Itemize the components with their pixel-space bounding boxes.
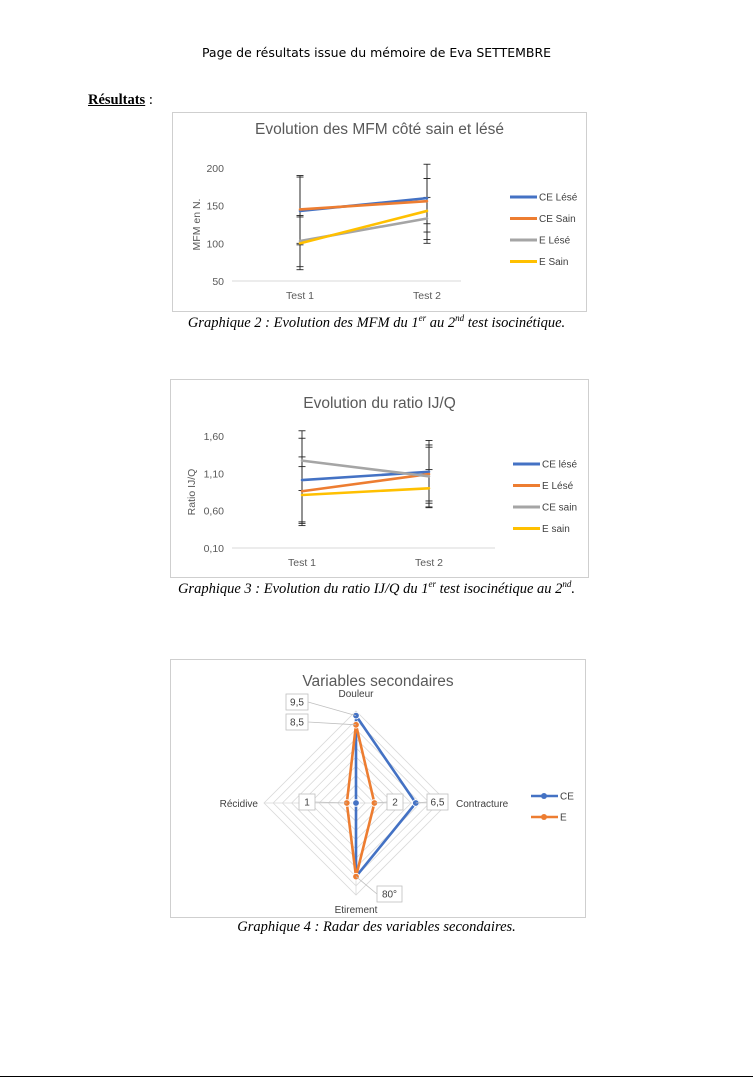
caption-3-text-b: test isocinétique au 2 — [435, 580, 563, 597]
series-line — [298, 199, 429, 211]
caption-2-text-b: au 2 — [426, 314, 456, 331]
data-label-leader — [307, 701, 357, 716]
data-label-leader — [314, 801, 347, 804]
data-label-box — [386, 793, 404, 811]
y-axis-label: Ratio IJ/Q — [186, 469, 198, 516]
data-label: 6,5 — [431, 798, 445, 809]
legend-label: CE — [560, 792, 574, 803]
series-line — [300, 459, 431, 478]
data-label-leader — [307, 721, 357, 726]
radar-axis-label: Douleur — [338, 689, 374, 700]
data-label-leader — [355, 876, 378, 895]
data-label-leader — [374, 801, 388, 804]
legend-marker — [541, 814, 547, 820]
legend-label: E Lésé — [542, 481, 574, 492]
data-label-box — [285, 713, 309, 731]
data-label-box — [298, 793, 316, 811]
y-tick-label: 0,60 — [204, 506, 225, 518]
caption-3-text-c: . — [571, 580, 576, 597]
caption-3-sup-2: nd — [562, 579, 572, 589]
y-tick-label: 200 — [206, 163, 224, 175]
data-label: 2 — [392, 798, 398, 809]
caption-2-text-a: Graphique 2 : Evolution des MFM du 1 — [187, 314, 419, 331]
legend-label: E sain — [542, 524, 570, 535]
chart-title: Variables secondaires — [302, 673, 454, 690]
chart-title: Evolution du ratio IJ/Q — [303, 395, 456, 412]
section-heading: Résultats : — [88, 92, 153, 109]
data-label: 9,5 — [290, 698, 304, 709]
legend-marker — [541, 793, 547, 799]
y-tick-label: 100 — [206, 238, 224, 250]
series-line — [298, 209, 429, 245]
y-tick-label: 1,60 — [204, 431, 225, 443]
radar-axis-label: Etirement — [335, 905, 378, 916]
chart-mfm-svg: Evolution des MFM côté sain et lésé 50 100… — [191, 121, 578, 302]
chart-title: Evolution des MFM côté sain et lésé — [255, 121, 504, 138]
section-label: Résultats — [88, 92, 146, 108]
data-label: 1 — [304, 798, 310, 809]
data-label: 8,5 — [290, 718, 304, 729]
caption-graphique-3: Graphique 3 : Evolution du ratio IJ/Q du… — [0, 579, 753, 598]
legend-label: CE lésé — [542, 460, 577, 471]
page-header: Page de résultats issue du mémoire de Ev… — [201, 45, 552, 60]
caption-4-text: Graphique 4 : Radar des variables second… — [237, 919, 516, 935]
chart-radar: Variables secondaires Douleur Contracture E… — [170, 659, 586, 918]
chart-ratio-svg: Evolution du ratio IJ/Q 0,10 0,60 1,10 1,60 T… — [186, 395, 577, 569]
radar-point — [352, 799, 360, 807]
radar-axis-label: Récidive — [220, 799, 259, 810]
data-label-box — [285, 693, 309, 711]
legend-label: CE Lésé — [539, 193, 578, 204]
x-tick-label: Test 2 — [413, 290, 441, 302]
radar-axis-label: Contracture — [456, 799, 509, 810]
y-tick-label: 150 — [206, 201, 224, 213]
y-tick-label: 1,10 — [204, 468, 225, 480]
x-tick-label: Test 2 — [415, 557, 443, 569]
caption-2-text-c: test isocinétique. — [464, 314, 566, 331]
caption-3-text-a: Graphique 3 : Evolution du ratio IJ/Q du… — [177, 580, 429, 597]
bottom-rule — [0, 1076, 753, 1077]
caption-graphique-2: Graphique 2 : Evolution des MFM du 1er a… — [0, 313, 753, 332]
series-line — [300, 486, 431, 497]
series-line — [300, 472, 431, 493]
x-tick-label: Test 1 — [288, 557, 316, 569]
caption-2-sup-2: nd — [455, 313, 465, 323]
legend-label: E — [560, 813, 567, 824]
data-label-box — [376, 885, 403, 903]
radar-series-line — [345, 723, 376, 878]
section-colon: : — [145, 92, 153, 108]
legend-label: E Sain — [539, 257, 568, 268]
y-tick-label: 50 — [212, 276, 224, 288]
legend-label: E Lésé — [539, 236, 571, 247]
caption-graphique-4: Graphique 4 : Radar des variables second… — [0, 919, 753, 936]
chart-mfm: Evolution des MFM côté sain et lésé 50 100… — [172, 112, 587, 312]
y-axis-label: MFM en N. — [191, 199, 203, 251]
chart-ratio: Evolution du ratio IJ/Q 0,10 0,60 1,10 1,60 T… — [170, 379, 589, 578]
data-label: 80° — [382, 890, 397, 901]
x-tick-label: Test 1 — [286, 290, 314, 302]
y-tick-label: 0,10 — [204, 543, 225, 555]
caption-3-sup-1: er — [428, 579, 436, 589]
data-label-leader — [415, 801, 428, 804]
legend-label: CE Sain — [539, 214, 576, 225]
caption-2-sup-1: er — [418, 313, 427, 323]
legend-label: CE sain — [542, 503, 577, 514]
data-label-box — [426, 793, 449, 811]
